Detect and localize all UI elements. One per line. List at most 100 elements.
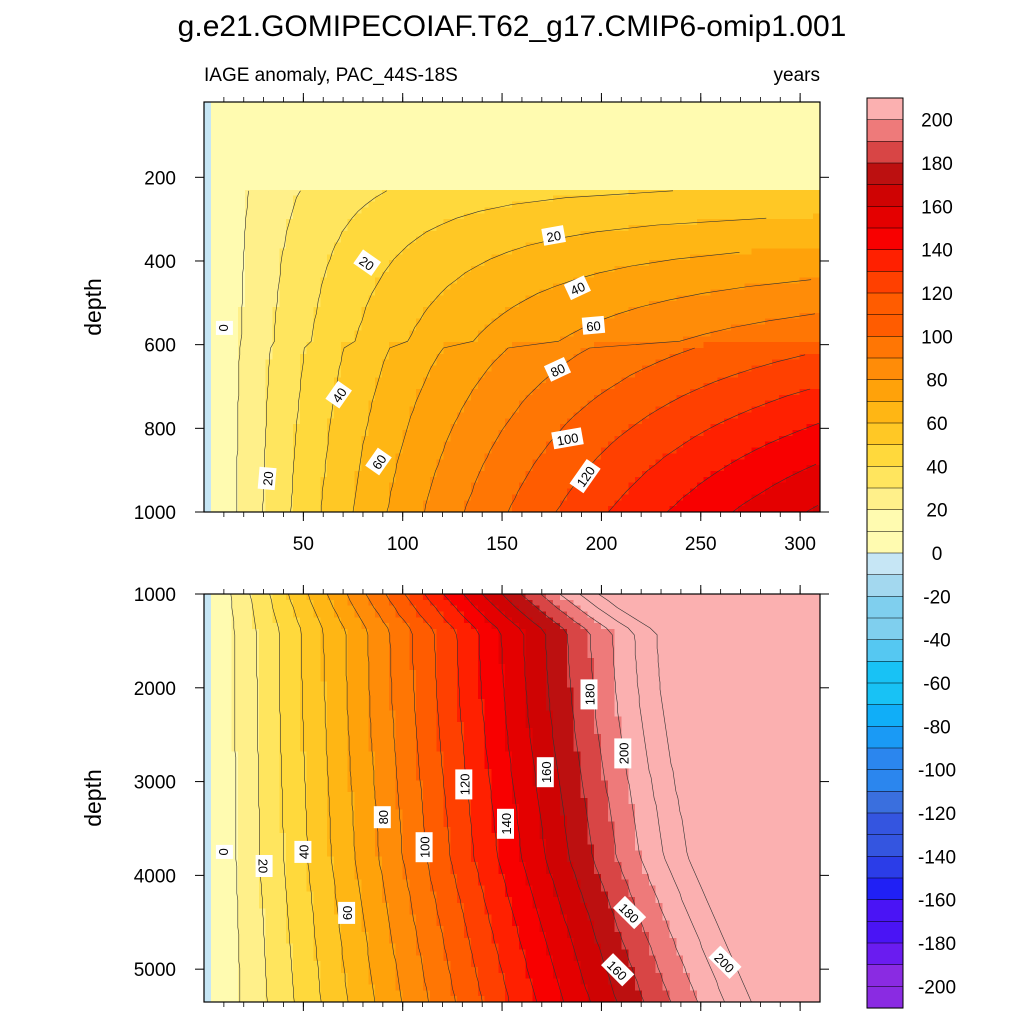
contour-cell (265, 254, 274, 261)
contour-cell (525, 160, 534, 168)
contour-cell (340, 471, 349, 478)
contour-cell (546, 441, 554, 449)
contour-cell (621, 160, 629, 168)
contour-cell (368, 107, 376, 115)
contour-cell (464, 254, 472, 261)
contour-cell (648, 277, 657, 285)
contour-cell (676, 172, 684, 179)
contour-cell (347, 377, 356, 384)
contour-cell (409, 248, 417, 255)
contour-cell (450, 394, 458, 402)
contour-cell (512, 219, 520, 226)
contour-cell (320, 324, 328, 332)
contour-cell (361, 166, 369, 173)
contour-cell (429, 172, 438, 179)
contour-cell (642, 377, 650, 384)
contour-cell (210, 494, 219, 501)
contour-cell (402, 225, 410, 232)
contour-cell (395, 184, 404, 191)
contour-cell (457, 412, 465, 419)
contour-cell (286, 424, 294, 431)
contour-cell (676, 453, 684, 460)
contour-cell (587, 506, 595, 513)
contour-cell (587, 219, 595, 226)
contour-cell (409, 266, 417, 273)
contour-cell (457, 189, 465, 197)
contour-cell (347, 365, 356, 373)
contour-cell (642, 336, 650, 343)
contour-cell (546, 154, 554, 162)
contour-cell (258, 307, 267, 314)
contour-cell (265, 219, 274, 226)
contour-cell (518, 248, 527, 255)
contour-cell (683, 248, 691, 255)
contour-cell (505, 225, 513, 232)
contour-cell (642, 172, 650, 179)
contour-cell (464, 342, 472, 349)
contour-cell (539, 107, 547, 115)
contour-cell (505, 394, 513, 402)
contour-cell (306, 441, 315, 449)
contour-cell (258, 225, 267, 232)
contour-cell (594, 102, 602, 109)
contour-cell (655, 435, 664, 443)
contour-cell (683, 418, 691, 425)
contour-cell (258, 148, 267, 156)
contour-cell (224, 453, 232, 460)
contour-cell (381, 266, 390, 273)
contour-cell (224, 406, 232, 414)
contour-cell (587, 383, 595, 390)
contour-cell (450, 389, 458, 396)
contour-cell (683, 283, 691, 291)
contour-cell (655, 377, 664, 384)
contour-cell (388, 383, 397, 390)
contour-cell (669, 307, 677, 314)
contour-cell (566, 266, 575, 273)
contour-cell (299, 160, 308, 168)
contour-cell (614, 271, 623, 279)
contour-cell (594, 430, 602, 437)
contour-cell (546, 400, 554, 408)
contour-cell (614, 178, 623, 185)
contour-cell (614, 260, 623, 267)
contour-cell (600, 102, 609, 109)
contour-cell (204, 371, 212, 378)
contour-cell (245, 266, 253, 273)
contour-cell (320, 213, 328, 220)
contour-cell (587, 406, 595, 414)
contour-cell (648, 236, 657, 244)
contour-cell (279, 289, 287, 296)
contour-cell (272, 254, 280, 261)
contour-cell (368, 213, 376, 220)
contour-cell (669, 225, 677, 232)
contour-cell (381, 371, 390, 378)
contour-cell (416, 107, 424, 115)
contour-cell (409, 353, 417, 361)
contour-cell (457, 330, 465, 337)
contour-cell (676, 160, 684, 168)
contour-cell (573, 459, 582, 466)
contour-cell (525, 435, 534, 443)
contour-cell (532, 348, 540, 355)
contour-cell (429, 266, 438, 273)
contour-cell (594, 131, 602, 138)
contour-cell (306, 137, 315, 144)
contour-cell (327, 166, 335, 173)
contour-cell (621, 406, 629, 414)
contour-cell (210, 476, 219, 484)
contour-cell (464, 119, 472, 127)
contour-cell (655, 113, 664, 121)
contour-cell (676, 230, 684, 238)
contour-cell (512, 447, 520, 455)
contour-cell (436, 359, 445, 367)
contour-cell (655, 172, 664, 179)
contour-cell (477, 289, 486, 296)
contour-cell (286, 219, 294, 226)
contour-cell (594, 459, 602, 466)
contour-cell (518, 266, 527, 273)
contour-cell (450, 248, 458, 255)
contour-cell (518, 318, 527, 326)
contour-cell (642, 236, 650, 244)
contour-cell (265, 295, 274, 302)
contour-cell (470, 459, 479, 466)
